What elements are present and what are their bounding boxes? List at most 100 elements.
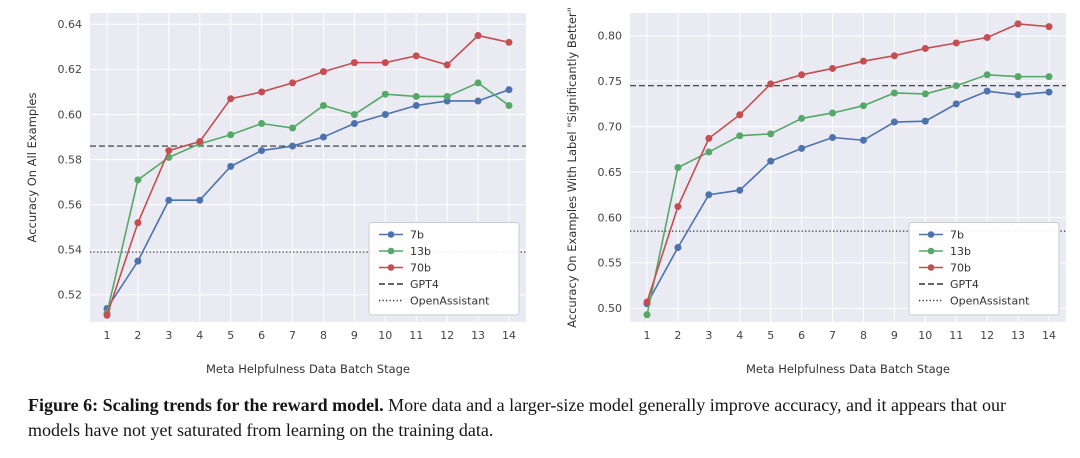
x-tick-label: 9 [891,329,898,342]
x-tick-label: 14 [1042,329,1056,342]
legend-marker-7b [927,231,935,238]
series-point-7b [798,144,806,152]
legend-box [368,222,520,316]
series-point-70b [983,34,991,42]
series-point-13b [1014,73,1022,81]
series-point-7b [921,117,929,125]
series-point-7b [736,186,744,194]
series-point-7b [1014,91,1022,99]
legend-marker-70b [927,264,935,271]
series-point-7b [890,118,898,126]
series-point-13b [952,82,960,90]
series-point-7b [134,257,142,265]
series-point-70b [381,59,389,67]
series-point-7b [859,136,867,144]
series-point-7b [983,87,991,95]
series-point-7b [1045,88,1053,96]
x-tick-label: 12 [440,329,454,342]
x-tick-label: 3 [705,329,712,342]
charts-row: 1 2 3 4 5 6 7 8 9 10 11 12 13 14 0.52 0.54 0.56 0.58 0.60 0… [0,0,1080,385]
figure-caption: Figure 6: Scaling trends for the reward … [0,393,1080,443]
y-tick-label: 0.60 [58,108,83,121]
series-point-13b [350,110,358,118]
series-line-7b [646,90,1050,305]
series-point-13b [767,130,775,138]
legend: 7b 13b 70b GPT4 OpenAssistant [908,222,1060,316]
x-tick-label: 1 [644,329,651,342]
series-point-13b [505,101,513,109]
series-point-13b [1045,73,1053,81]
x-tick-label: 1 [104,329,111,342]
y-tick-label: 0.64 [58,18,83,31]
series-line-13b [646,73,1049,315]
x-tick-label: 8 [320,329,327,342]
legend-marker-13b [927,247,935,255]
series-point-70b [674,203,682,211]
series-point-7b [258,147,266,155]
legend-label-GPT4: GPT4 [410,278,439,291]
legend: 7b 13b 70b GPT4 OpenAssistant [368,222,520,316]
series-point-13b [705,148,713,156]
legend-label-OpenAssistant: OpenAssistant [950,294,1030,307]
x-axis-label: Meta Helpfulness Data Batch Stage [206,362,410,376]
series-point-13b [983,71,991,79]
series-line-70b [106,34,510,316]
series-point-13b [134,176,142,184]
series-point-13b [443,92,451,100]
series-point-7b [381,110,389,118]
legend-marker-7b [387,231,395,238]
series-point-13b [736,132,744,140]
right-chart: 1 2 3 4 5 6 7 8 9 10 11 12 13 14 0.50 0.55 0.60 0.65 0.70 0… [540,0,1080,385]
series-point-7b [412,101,420,109]
series-point-7b [952,100,960,108]
x-tick-label: 6 [798,329,805,342]
legend-label-13b: 13b [950,245,971,258]
y-tick-label: 0.80 [598,30,623,43]
series-point-70b [859,57,867,65]
x-tick-label: 14 [502,329,516,342]
series-point-13b [227,131,235,139]
series-point-70b [829,64,837,72]
caption-title: Figure 6: Scaling trends for the reward … [28,395,384,415]
x-tick-label: 7 [289,329,296,342]
legend-label-OpenAssistant: OpenAssistant [410,294,490,307]
series-point-7b [350,120,358,128]
series-point-70b [736,111,744,119]
legend-box [908,222,1060,316]
series-point-70b [890,52,898,60]
series-point-70b [196,138,204,146]
series-point-70b [921,44,929,52]
caption-body: More data and a larger-size model genera… [28,395,1007,440]
series-point-7b [767,157,775,165]
x-tick-label: 5 [767,329,774,342]
x-tick-label: 4 [196,329,203,342]
legend-label-13b: 13b [410,245,431,258]
x-tick-label: 2 [674,329,681,342]
x-tick-label: 11 [409,329,423,342]
series-point-7b [829,134,837,142]
series-point-70b [767,80,775,88]
x-tick-label: 5 [227,329,234,342]
x-tick-label: 11 [949,329,963,342]
series-point-7b [505,86,513,94]
legend-label-GPT4: GPT4 [950,278,979,291]
series-point-70b [1045,23,1053,31]
x-tick-label: 9 [351,329,358,342]
series-point-70b [258,88,266,96]
series-point-13b [674,164,682,171]
series-point-7b [165,196,173,204]
left-chart: 1 2 3 4 5 6 7 8 9 10 11 12 13 14 0.52 0.54 0.56 0.58 0.60 0… [0,0,540,385]
series-point-13b [319,101,327,109]
series-point-7b [196,196,204,204]
x-tick-label: 13 [471,329,485,342]
series-point-70b [165,147,173,155]
x-tick-label: 12 [980,329,994,342]
series-point-70b [952,39,960,47]
x-tick-label: 10 [378,329,392,342]
y-tick-label: 0.58 [58,153,83,166]
series-point-70b [643,298,651,306]
series-point-70b [412,52,420,60]
series-point-70b [289,79,297,87]
x-tick-label: 10 [918,329,932,342]
